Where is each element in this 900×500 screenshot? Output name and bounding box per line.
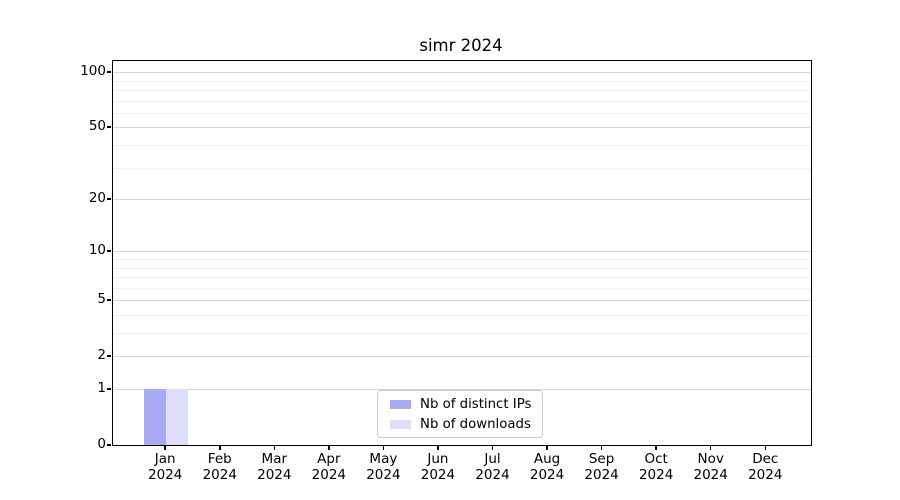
- minor-gridline: [113, 90, 811, 91]
- major-gridline: [113, 389, 811, 390]
- x-tick-year: 2024: [693, 466, 728, 483]
- y-tick-label: 50: [88, 118, 106, 135]
- x-tick-mark: [600, 445, 603, 450]
- x-tick-year: 2024: [475, 466, 510, 483]
- y-tick-mark: [107, 250, 111, 252]
- y-tick-mark: [107, 299, 111, 301]
- x-tick-month: May: [369, 451, 398, 467]
- x-tick-month: Apr: [317, 451, 341, 467]
- x-tick-mark: [655, 445, 657, 450]
- minor-gridline: [113, 267, 811, 269]
- x-tick-label: Oct 2024: [626, 451, 686, 483]
- y-tick-mark: [107, 444, 111, 446]
- x-tick-month: Jan: [154, 451, 176, 467]
- minor-gridline: [113, 277, 811, 279]
- x-tick-mark: [764, 445, 766, 450]
- x-tick-label: Jan 2024: [135, 451, 195, 483]
- minor-gridline: [113, 100, 811, 102]
- x-tick-mark: [491, 445, 494, 450]
- x-tick-mark: [709, 445, 712, 450]
- major-gridline: [113, 251, 811, 253]
- x-tick-label: Feb 2024: [190, 451, 250, 483]
- x-tick-month: Jun: [427, 451, 449, 467]
- x-tick-month: Feb: [207, 451, 232, 467]
- x-tick-year: 2024: [148, 466, 183, 483]
- y-tick-label: 100: [80, 63, 106, 80]
- legend-label-distinct-ips: Nb of distinct IPs: [420, 396, 532, 412]
- x-tick-label: May 2024: [353, 451, 413, 483]
- major-gridline: [113, 356, 811, 358]
- x-tick-year: 2024: [202, 466, 237, 483]
- minor-gridline: [113, 333, 811, 334]
- x-tick-month: Nov: [697, 451, 724, 467]
- y-tick-label: 20: [88, 190, 106, 207]
- minor-gridline: [113, 167, 811, 169]
- legend-entry-downloads: Nb of downloads: [386, 414, 534, 434]
- legend-label-downloads: Nb of downloads: [420, 416, 531, 432]
- x-tick-month: Jul: [484, 451, 501, 467]
- chart-title: simr 2024: [419, 36, 503, 55]
- y-tick-mark: [107, 198, 111, 200]
- x-tick-month: Aug: [533, 451, 561, 467]
- x-tick-month: Sep: [588, 451, 615, 467]
- y-tick-label: 10: [88, 242, 106, 259]
- x-tick-label: Dec 2024: [735, 451, 795, 483]
- x-tick-month: Mar: [261, 451, 288, 467]
- major-gridline: [113, 199, 811, 201]
- y-tick-label: 2: [97, 347, 106, 364]
- x-tick-year: 2024: [584, 466, 619, 483]
- minor-gridline: [113, 314, 811, 316]
- x-tick-mark: [219, 445, 221, 450]
- x-tick-label: Jun 2024: [408, 451, 468, 483]
- minor-gridline: [113, 80, 811, 82]
- legend-entry-distinct-ips: Nb of distinct IPs: [386, 394, 534, 414]
- minor-gridline: [113, 112, 811, 114]
- y-tick-mark: [107, 71, 111, 73]
- x-tick-label: Apr 2024: [299, 451, 359, 483]
- x-tick-year: 2024: [311, 466, 347, 483]
- x-tick-label: Aug 2024: [517, 451, 577, 483]
- y-tick-mark: [107, 126, 111, 128]
- x-tick-mark: [328, 445, 330, 450]
- x-tick-mark: [273, 445, 276, 450]
- x-tick-mark: [382, 445, 385, 450]
- legend-swatch-distinct-ips: [390, 399, 411, 409]
- bar-nb-of-downloads: [166, 389, 189, 445]
- x-tick-month: Oct: [644, 451, 668, 467]
- x-tick-label: Jul 2024: [463, 451, 523, 483]
- x-tick-year: 2024: [748, 466, 783, 483]
- x-tick-label: Mar 2024: [244, 451, 304, 483]
- x-tick-mark: [546, 445, 548, 450]
- major-gridline: [113, 300, 811, 302]
- y-tick-label: 0: [97, 436, 106, 452]
- y-tick-label: 5: [97, 291, 106, 308]
- x-tick-label: Nov 2024: [681, 451, 741, 483]
- legend: Nb of distinct IPs Nb of downloads: [377, 390, 543, 438]
- major-gridline: [113, 127, 811, 129]
- bar-nb-of-distinct-ips: [144, 389, 167, 445]
- y-tick-mark: [107, 388, 111, 390]
- major-gridline: [113, 72, 811, 74]
- x-tick-year: 2024: [366, 466, 401, 483]
- y-tick-mark: [107, 355, 111, 357]
- minor-gridline: [113, 287, 811, 289]
- minor-gridline: [113, 145, 811, 146]
- y-tick-label: 1: [97, 380, 106, 396]
- x-tick-mark: [164, 445, 166, 450]
- x-tick-year: 2024: [638, 466, 674, 483]
- x-tick-month: Dec: [752, 451, 779, 467]
- x-tick-year: 2024: [257, 466, 292, 483]
- plot-area: [112, 60, 812, 446]
- x-tick-year: 2024: [420, 466, 456, 483]
- minor-gridline: [113, 258, 811, 260]
- legend-swatch-downloads: [390, 419, 411, 429]
- x-tick-label: Sep 2024: [572, 451, 632, 483]
- x-tick-mark: [437, 445, 439, 450]
- x-tick-year: 2024: [529, 466, 565, 483]
